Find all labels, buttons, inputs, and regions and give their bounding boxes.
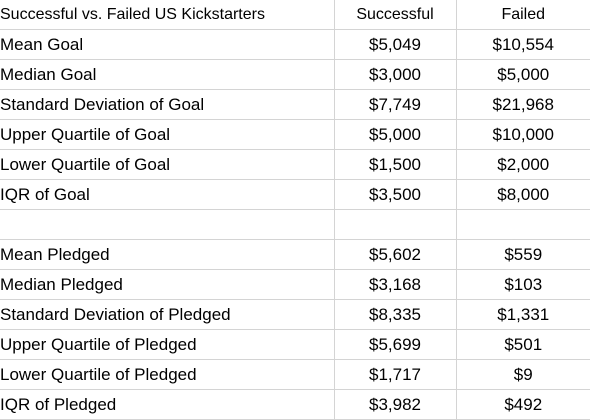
successful-value-cell[interactable]: $3,168 [334,269,457,300]
successful-value-cell[interactable]: $5,000 [334,119,457,150]
successful-value-cell[interactable]: $3,000 [334,59,457,90]
failed-value-cell[interactable]: $492 [456,389,590,420]
table-row: Standard Deviation of Pledged $8,335 $1,… [0,299,590,330]
table-row: Standard Deviation of Goal $7,749 $21,96… [0,89,590,120]
successful-value-cell[interactable]: $3,982 [334,389,457,420]
failed-value-cell[interactable]: $8,000 [456,179,590,210]
successful-value-cell[interactable]: $5,602 [334,239,457,270]
table-row-empty [0,209,590,240]
table-row: Median Goal $3,000 $5,000 [0,59,590,90]
failed-value-cell[interactable]: $9 [456,359,590,390]
header-cell-successful[interactable]: Successful [334,0,457,30]
table-row: Mean Pledged $5,602 $559 [0,239,590,270]
row-label-cell[interactable]: IQR of Goal [0,179,335,210]
failed-value-cell[interactable]: $10,554 [456,29,590,60]
row-label-cell[interactable]: Standard Deviation of Pledged [0,299,335,330]
failed-value-cell[interactable]: $5,000 [456,59,590,90]
table-row: Median Pledged $3,168 $103 [0,269,590,300]
failed-value-cell[interactable]: $501 [456,329,590,360]
successful-value-cell[interactable]: $5,049 [334,29,457,60]
table-row: Upper Quartile of Pledged $5,699 $501 [0,329,590,360]
row-label-cell[interactable]: Lower Quartile of Pledged [0,359,335,390]
header-row: Successful vs. Failed US Kickstarters Su… [0,0,590,30]
row-label-cell[interactable]: Mean Pledged [0,239,335,270]
table-row: Mean Goal $5,049 $10,554 [0,29,590,60]
row-label-cell[interactable]: Upper Quartile of Pledged [0,329,335,360]
successful-value-cell[interactable]: $1,717 [334,359,457,390]
table-row: Lower Quartile of Goal $1,500 $2,000 [0,149,590,180]
successful-value-cell[interactable]: $5,699 [334,329,457,360]
failed-value-cell[interactable]: $10,000 [456,119,590,150]
table-row: Upper Quartile of Goal $5,000 $10,000 [0,119,590,150]
header-cell-failed[interactable]: Failed [456,0,590,30]
failed-value-cell[interactable]: $103 [456,269,590,300]
failed-value-cell[interactable]: $1,331 [456,299,590,330]
row-label-cell[interactable]: Mean Goal [0,29,335,60]
successful-value-cell[interactable]: $1,500 [334,149,457,180]
table-row: IQR of Goal $3,500 $8,000 [0,179,590,210]
table-row: IQR of Pledged $3,982 $492 [0,389,590,420]
successful-value-cell[interactable] [334,209,457,240]
successful-value-cell[interactable]: $8,335 [334,299,457,330]
failed-value-cell[interactable]: $559 [456,239,590,270]
header-cell-title[interactable]: Successful vs. Failed US Kickstarters [0,0,335,30]
row-label-cell[interactable]: Lower Quartile of Goal [0,149,335,180]
failed-value-cell[interactable] [456,209,590,240]
row-label-cell[interactable]: Median Pledged [0,269,335,300]
row-label-cell[interactable] [0,209,335,240]
table-row: Lower Quartile of Pledged $1,717 $9 [0,359,590,390]
failed-value-cell[interactable]: $2,000 [456,149,590,180]
successful-value-cell[interactable]: $7,749 [334,89,457,120]
row-label-cell[interactable]: Upper Quartile of Goal [0,119,335,150]
successful-value-cell[interactable]: $3,500 [334,179,457,210]
failed-value-cell[interactable]: $21,968 [456,89,590,120]
row-label-cell[interactable]: Median Goal [0,59,335,90]
row-label-cell[interactable]: Standard Deviation of Goal [0,89,335,120]
row-label-cell[interactable]: IQR of Pledged [0,389,335,420]
